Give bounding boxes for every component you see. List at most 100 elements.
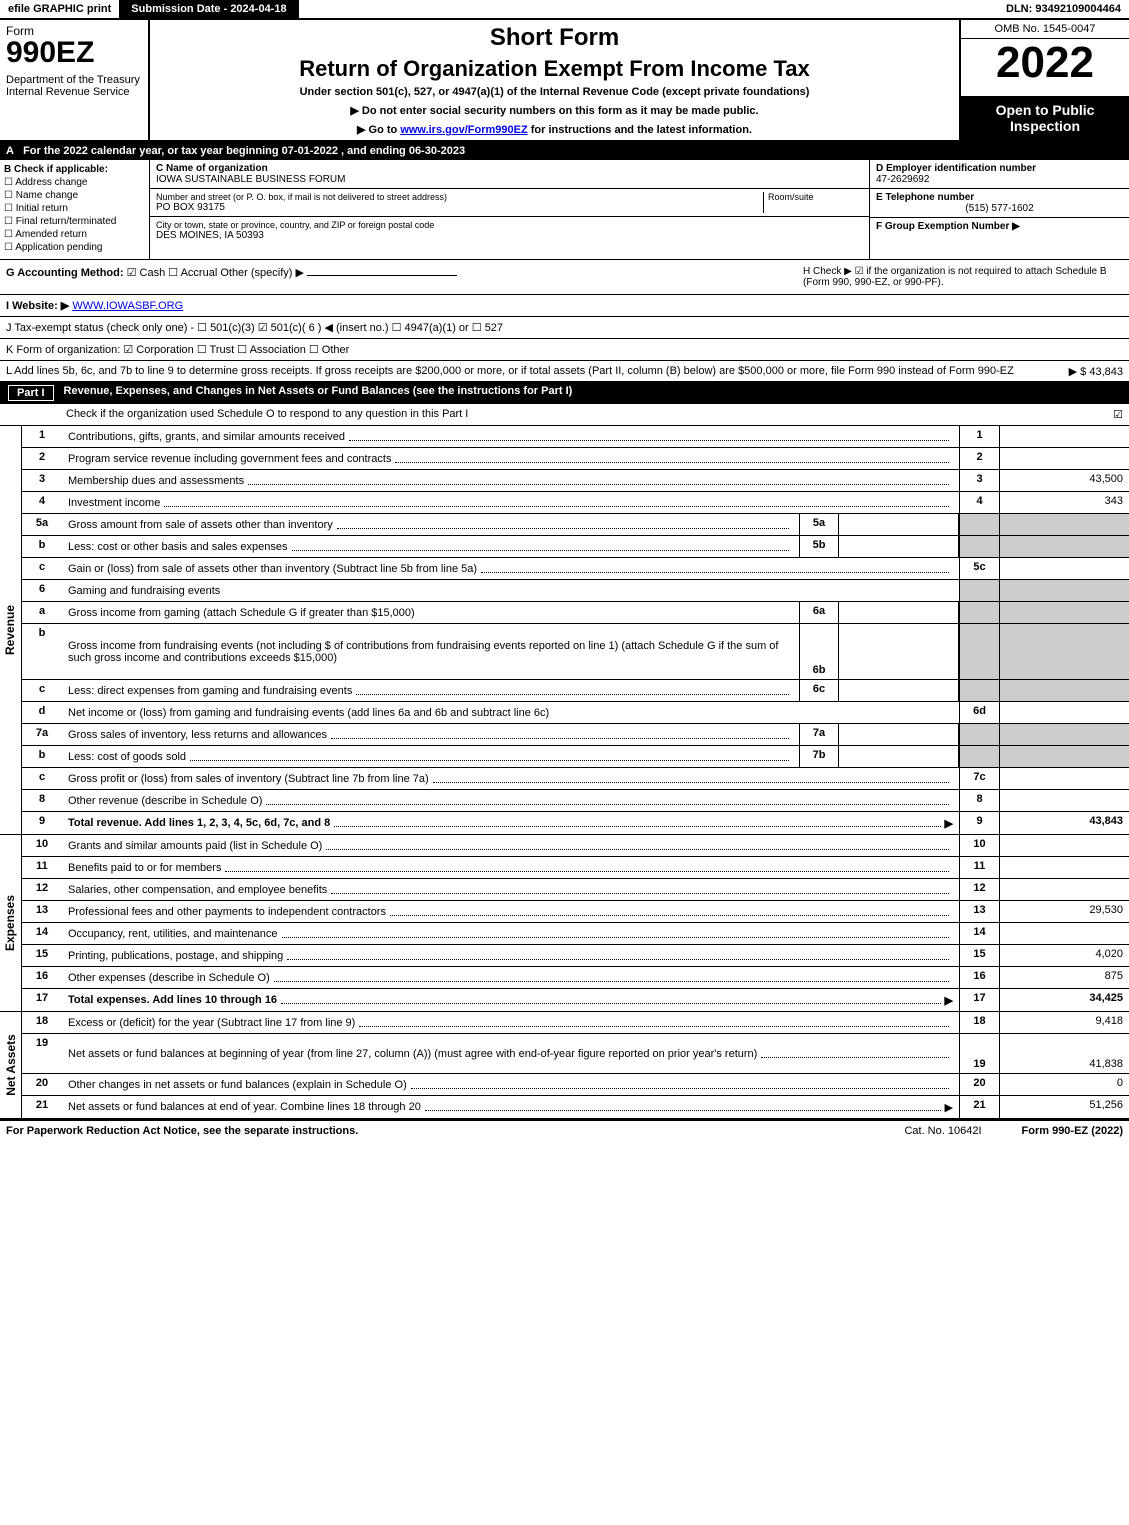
line-20-text: Other changes in net assets or fund bala…	[68, 1079, 407, 1091]
checkbox-amended-return[interactable]: Amended return	[4, 229, 145, 240]
line-2: 2Program service revenue including gover…	[22, 448, 1129, 470]
revenue-body: 1Contributions, gifts, grants, and simil…	[22, 426, 1129, 834]
line-15-val: 4,020	[999, 945, 1129, 966]
group-exemption-label: F Group Exemption Number ▶	[876, 221, 1123, 232]
line-8-text: Other revenue (describe in Schedule O)	[68, 795, 262, 807]
line-17-val: 34,425	[999, 989, 1129, 1011]
checkbox-address-change[interactable]: Address change	[4, 177, 145, 188]
line-5a-sub: 5a	[799, 514, 839, 535]
line-20-num: 20	[22, 1074, 62, 1095]
line-6b-num: b	[22, 624, 62, 679]
line-12-val	[999, 879, 1129, 900]
revenue-label-text: Revenue	[4, 605, 18, 655]
website-link[interactable]: WWW.IOWASBF.ORG	[72, 300, 183, 312]
line-18-rnum: 18	[959, 1012, 999, 1033]
line-6d-desc: Net income or (loss) from gaming and fun…	[62, 702, 959, 723]
line-4-desc: Investment income	[62, 492, 959, 513]
line-21-desc: Net assets or fund balances at end of ye…	[62, 1096, 959, 1118]
row-h: H Check ▶ ☑ if the organization is not r…	[803, 266, 1123, 288]
line-6: 6Gaming and fundraising events	[22, 580, 1129, 602]
line-5c: cGain or (loss) from sale of assets othe…	[22, 558, 1129, 580]
line-5b-val	[999, 536, 1129, 557]
line-6c-desc: Less: direct expenses from gaming and fu…	[62, 680, 799, 701]
line-17-desc: Total expenses. Add lines 10 through 16▶	[62, 989, 959, 1011]
line-20-val: 0	[999, 1074, 1129, 1095]
line-6b-subval	[839, 624, 959, 679]
line-7b: bLess: cost of goods sold7b	[22, 746, 1129, 768]
line-6c-val	[999, 680, 1129, 701]
line-5b-subval	[839, 536, 959, 557]
accounting-accrual[interactable]: Accrual	[168, 267, 217, 279]
line-7c-rnum: 7c	[959, 768, 999, 789]
part-1-check-text: Check if the organization used Schedule …	[6, 408, 468, 420]
checkbox-initial-return[interactable]: Initial return	[4, 203, 145, 214]
row-a-letter: A	[6, 145, 20, 157]
line-5a-rnum	[959, 514, 999, 535]
line-6c-subval	[839, 680, 959, 701]
footer-mid: Cat. No. 10642I	[904, 1125, 981, 1137]
checkbox-name-change[interactable]: Name change	[4, 190, 145, 201]
row-j: J Tax-exempt status (check only one) - ☐…	[0, 317, 1129, 339]
footer: For Paperwork Reduction Act Notice, see …	[0, 1119, 1129, 1141]
line-5a: 5aGross amount from sale of assets other…	[22, 514, 1129, 536]
checkbox-application-pending[interactable]: Application pending	[4, 242, 145, 253]
line-8-val	[999, 790, 1129, 811]
line-12-num: 12	[22, 879, 62, 900]
line-7a-val	[999, 724, 1129, 745]
line-13-rnum: 13	[959, 901, 999, 922]
line-10-text: Grants and similar amounts paid (list in…	[68, 840, 322, 852]
line-5b-num: b	[22, 536, 62, 557]
line-6c-num: c	[22, 680, 62, 701]
line-19: 19Net assets or fund balances at beginni…	[22, 1034, 1129, 1074]
line-3-num: 3	[22, 470, 62, 491]
col-b-header: B Check if applicable:	[4, 164, 145, 175]
accounting-cash[interactable]: Cash	[127, 267, 166, 279]
line-19-val: 41,838	[999, 1034, 1129, 1073]
line-8: 8Other revenue (describe in Schedule O)8	[22, 790, 1129, 812]
line-1-rnum: 1	[959, 426, 999, 447]
line-6c-rnum	[959, 680, 999, 701]
row-l: L Add lines 5b, 6c, and 7b to line 9 to …	[0, 361, 1129, 382]
row-g-label: G Accounting Method:	[6, 267, 124, 279]
line-1: 1Contributions, gifts, grants, and simil…	[22, 426, 1129, 448]
line-12-rnum: 12	[959, 879, 999, 900]
row-i-label: I Website: ▶	[6, 300, 69, 312]
line-19-desc: Net assets or fund balances at beginning…	[62, 1034, 959, 1073]
line-19-rnum: 19	[959, 1034, 999, 1073]
line-14-val	[999, 923, 1129, 944]
expenses-label: Expenses	[0, 835, 22, 1011]
efile-label[interactable]: efile GRAPHIC print	[0, 0, 119, 18]
line-9: 9Total revenue. Add lines 1, 2, 3, 4, 5c…	[22, 812, 1129, 834]
row-k: K Form of organization: ☑ Corporation ☐ …	[0, 339, 1129, 361]
room-label: Room/suite	[768, 192, 863, 202]
city-block: City or town, state or province, country…	[150, 217, 869, 244]
checkbox-final-return[interactable]: Final return/terminated	[4, 216, 145, 227]
line-18-val: 9,418	[999, 1012, 1129, 1033]
line-3-rnum: 3	[959, 470, 999, 491]
instruction-2: ▶ Go to www.irs.gov/Form990EZ for instru…	[156, 123, 953, 136]
accounting-other-input[interactable]	[307, 275, 457, 276]
line-7c-val	[999, 768, 1129, 789]
line-6c-text: Less: direct expenses from gaming and fu…	[68, 685, 352, 697]
line-4-num: 4	[22, 492, 62, 513]
schedule-o-checkbox[interactable]: ☑	[1113, 409, 1123, 421]
department: Department of the Treasury Internal Reve…	[6, 74, 142, 98]
accounting-other[interactable]: Other (specify) ▶	[220, 267, 304, 279]
line-14-desc: Occupancy, rent, utilities, and maintena…	[62, 923, 959, 944]
open-public-badge: Open to Public Inspection	[961, 96, 1129, 140]
line-21-num: 21	[22, 1096, 62, 1118]
line-17-rnum: 17	[959, 989, 999, 1011]
line-8-rnum: 8	[959, 790, 999, 811]
line-9-text: Total revenue. Add lines 1, 2, 3, 4, 5c,…	[68, 817, 330, 829]
line-9-val: 43,843	[999, 812, 1129, 834]
line-7b-num: b	[22, 746, 62, 767]
row-g: G Accounting Method: Cash Accrual Other …	[6, 266, 803, 288]
line-5c-desc: Gain or (loss) from sale of assets other…	[62, 558, 959, 579]
irs-link[interactable]: www.irs.gov/Form990EZ	[400, 124, 527, 136]
line-6-rnum	[959, 580, 999, 601]
line-5b: bLess: cost or other basis and sales exp…	[22, 536, 1129, 558]
addr-block: Number and street (or P. O. box, if mail…	[150, 189, 869, 217]
line-4-val: 343	[999, 492, 1129, 513]
line-2-rnum: 2	[959, 448, 999, 469]
col-b-header-text: Check if applicable:	[14, 164, 108, 175]
